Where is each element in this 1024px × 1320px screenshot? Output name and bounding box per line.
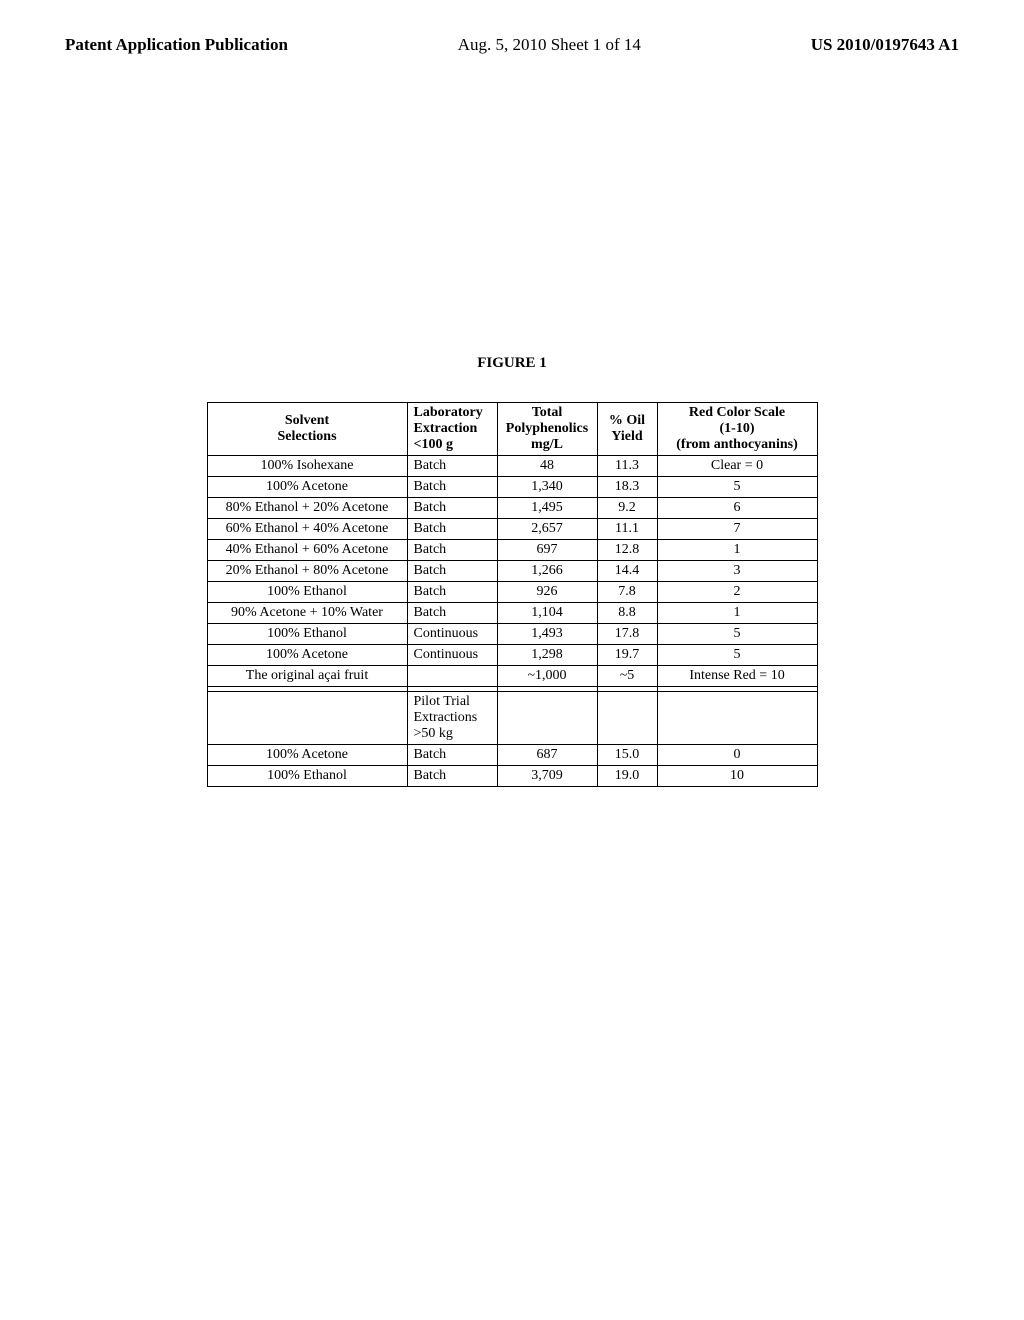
cell-oil: 8.8 bbox=[597, 603, 657, 624]
cell-polyphenolics: 1,340 bbox=[497, 477, 597, 498]
cell-polyphenolics: 1,495 bbox=[497, 498, 597, 519]
table-section-row: Pilot Trial Extractions >50 kg bbox=[207, 692, 817, 745]
cell-polyphenolics: 697 bbox=[497, 540, 597, 561]
cell-solvent: 20% Ethanol + 80% Acetone bbox=[207, 561, 407, 582]
cell-extraction: Batch bbox=[407, 498, 497, 519]
header-color: Red Color Scale (1-10) (from anthocyanin… bbox=[657, 403, 817, 456]
cell-solvent: 100% Acetone bbox=[207, 745, 407, 766]
cell-extraction: Batch bbox=[407, 519, 497, 540]
cell-section bbox=[207, 692, 407, 745]
cell-color: 2 bbox=[657, 582, 817, 603]
table-row: 100% Acetone Continuous 1,298 19.7 5 bbox=[207, 645, 817, 666]
cell-solvent: 100% Isohexane bbox=[207, 456, 407, 477]
cell-extraction: Batch bbox=[407, 603, 497, 624]
cell-polyphenolics: 3,709 bbox=[497, 766, 597, 787]
cell-polyphenolics: ~1,000 bbox=[497, 666, 597, 687]
cell-solvent: 90% Acetone + 10% Water bbox=[207, 603, 407, 624]
header-oil: % Oil Yield bbox=[597, 403, 657, 456]
table-row: 100% Ethanol Batch 926 7.8 2 bbox=[207, 582, 817, 603]
header-polyphenolics: Total Polyphenolics mg/L bbox=[497, 403, 597, 456]
page-header: Patent Application Publication Aug. 5, 2… bbox=[0, 0, 1024, 65]
cell-oil: 17.8 bbox=[597, 624, 657, 645]
cell-solvent: 100% Ethanol bbox=[207, 624, 407, 645]
cell-oil: 19.7 bbox=[597, 645, 657, 666]
cell-section bbox=[497, 692, 597, 745]
cell-extraction: Batch bbox=[407, 477, 497, 498]
cell-polyphenolics: 926 bbox=[497, 582, 597, 603]
cell-polyphenolics: 687 bbox=[497, 745, 597, 766]
cell-oil: ~5 bbox=[597, 666, 657, 687]
table-row: 80% Ethanol + 20% Acetone Batch 1,495 9.… bbox=[207, 498, 817, 519]
cell-extraction: Batch bbox=[407, 582, 497, 603]
cell-color: Clear = 0 bbox=[657, 456, 817, 477]
cell-extraction: Batch bbox=[407, 561, 497, 582]
cell-color: Intense Red = 10 bbox=[657, 666, 817, 687]
cell-oil: 18.3 bbox=[597, 477, 657, 498]
cell-color: 5 bbox=[657, 624, 817, 645]
table-body: 100% Isohexane Batch 48 11.3 Clear = 0 1… bbox=[207, 456, 817, 787]
table-row: 100% Acetone Batch 1,340 18.3 5 bbox=[207, 477, 817, 498]
table-row: 60% Ethanol + 40% Acetone Batch 2,657 11… bbox=[207, 519, 817, 540]
cell-polyphenolics: 1,493 bbox=[497, 624, 597, 645]
figure-title: FIGURE 1 bbox=[0, 355, 1024, 372]
cell-solvent: 100% Ethanol bbox=[207, 766, 407, 787]
cell-polyphenolics: 48 bbox=[497, 456, 597, 477]
cell-solvent: 40% Ethanol + 60% Acetone bbox=[207, 540, 407, 561]
cell-oil: 19.0 bbox=[597, 766, 657, 787]
cell-solvent: 100% Ethanol bbox=[207, 582, 407, 603]
table-row: 100% Acetone Batch 687 15.0 0 bbox=[207, 745, 817, 766]
cell-solvent: 60% Ethanol + 40% Acetone bbox=[207, 519, 407, 540]
cell-color: 7 bbox=[657, 519, 817, 540]
cell-oil: 14.4 bbox=[597, 561, 657, 582]
cell-section bbox=[657, 692, 817, 745]
cell-color: 1 bbox=[657, 540, 817, 561]
cell-oil: 15.0 bbox=[597, 745, 657, 766]
cell-solvent: 100% Acetone bbox=[207, 477, 407, 498]
cell-color: 5 bbox=[657, 477, 817, 498]
cell-color: 5 bbox=[657, 645, 817, 666]
table-header-row: Solvent Selections Laboratory Extraction… bbox=[207, 403, 817, 456]
header-center: Aug. 5, 2010 Sheet 1 of 14 bbox=[458, 35, 641, 55]
cell-section bbox=[597, 692, 657, 745]
cell-extraction: Batch bbox=[407, 456, 497, 477]
cell-polyphenolics: 2,657 bbox=[497, 519, 597, 540]
cell-color: 3 bbox=[657, 561, 817, 582]
cell-color: 0 bbox=[657, 745, 817, 766]
header-left: Patent Application Publication bbox=[65, 35, 288, 55]
cell-oil: 9.2 bbox=[597, 498, 657, 519]
table-row: 100% Isohexane Batch 48 11.3 Clear = 0 bbox=[207, 456, 817, 477]
cell-oil: 11.3 bbox=[597, 456, 657, 477]
cell-color: 10 bbox=[657, 766, 817, 787]
data-table: Solvent Selections Laboratory Extraction… bbox=[207, 402, 818, 787]
cell-extraction: Batch bbox=[407, 540, 497, 561]
cell-extraction bbox=[407, 666, 497, 687]
cell-polyphenolics: 1,298 bbox=[497, 645, 597, 666]
header-right: US 2010/0197643 A1 bbox=[811, 35, 959, 55]
header-solvent: Solvent Selections bbox=[207, 403, 407, 456]
cell-solvent: 80% Ethanol + 20% Acetone bbox=[207, 498, 407, 519]
cell-oil: 12.8 bbox=[597, 540, 657, 561]
cell-color: 1 bbox=[657, 603, 817, 624]
cell-extraction: Continuous bbox=[407, 645, 497, 666]
table-row: 100% Ethanol Continuous 1,493 17.8 5 bbox=[207, 624, 817, 645]
cell-extraction: Continuous bbox=[407, 624, 497, 645]
cell-extraction: Batch bbox=[407, 745, 497, 766]
table-container: Solvent Selections Laboratory Extraction… bbox=[0, 402, 1024, 787]
cell-solvent: The original açai fruit bbox=[207, 666, 407, 687]
cell-polyphenolics: 1,104 bbox=[497, 603, 597, 624]
cell-color: 6 bbox=[657, 498, 817, 519]
table-row: 100% Ethanol Batch 3,709 19.0 10 bbox=[207, 766, 817, 787]
table-row: The original açai fruit ~1,000 ~5 Intens… bbox=[207, 666, 817, 687]
cell-oil: 11.1 bbox=[597, 519, 657, 540]
table-row: 20% Ethanol + 80% Acetone Batch 1,266 14… bbox=[207, 561, 817, 582]
cell-polyphenolics: 1,266 bbox=[497, 561, 597, 582]
table-row: 40% Ethanol + 60% Acetone Batch 697 12.8… bbox=[207, 540, 817, 561]
cell-extraction: Batch bbox=[407, 766, 497, 787]
cell-oil: 7.8 bbox=[597, 582, 657, 603]
table-row: 90% Acetone + 10% Water Batch 1,104 8.8 … bbox=[207, 603, 817, 624]
cell-solvent: 100% Acetone bbox=[207, 645, 407, 666]
cell-section-extraction: Pilot Trial Extractions >50 kg bbox=[407, 692, 497, 745]
header-extraction: Laboratory Extraction <100 g bbox=[407, 403, 497, 456]
